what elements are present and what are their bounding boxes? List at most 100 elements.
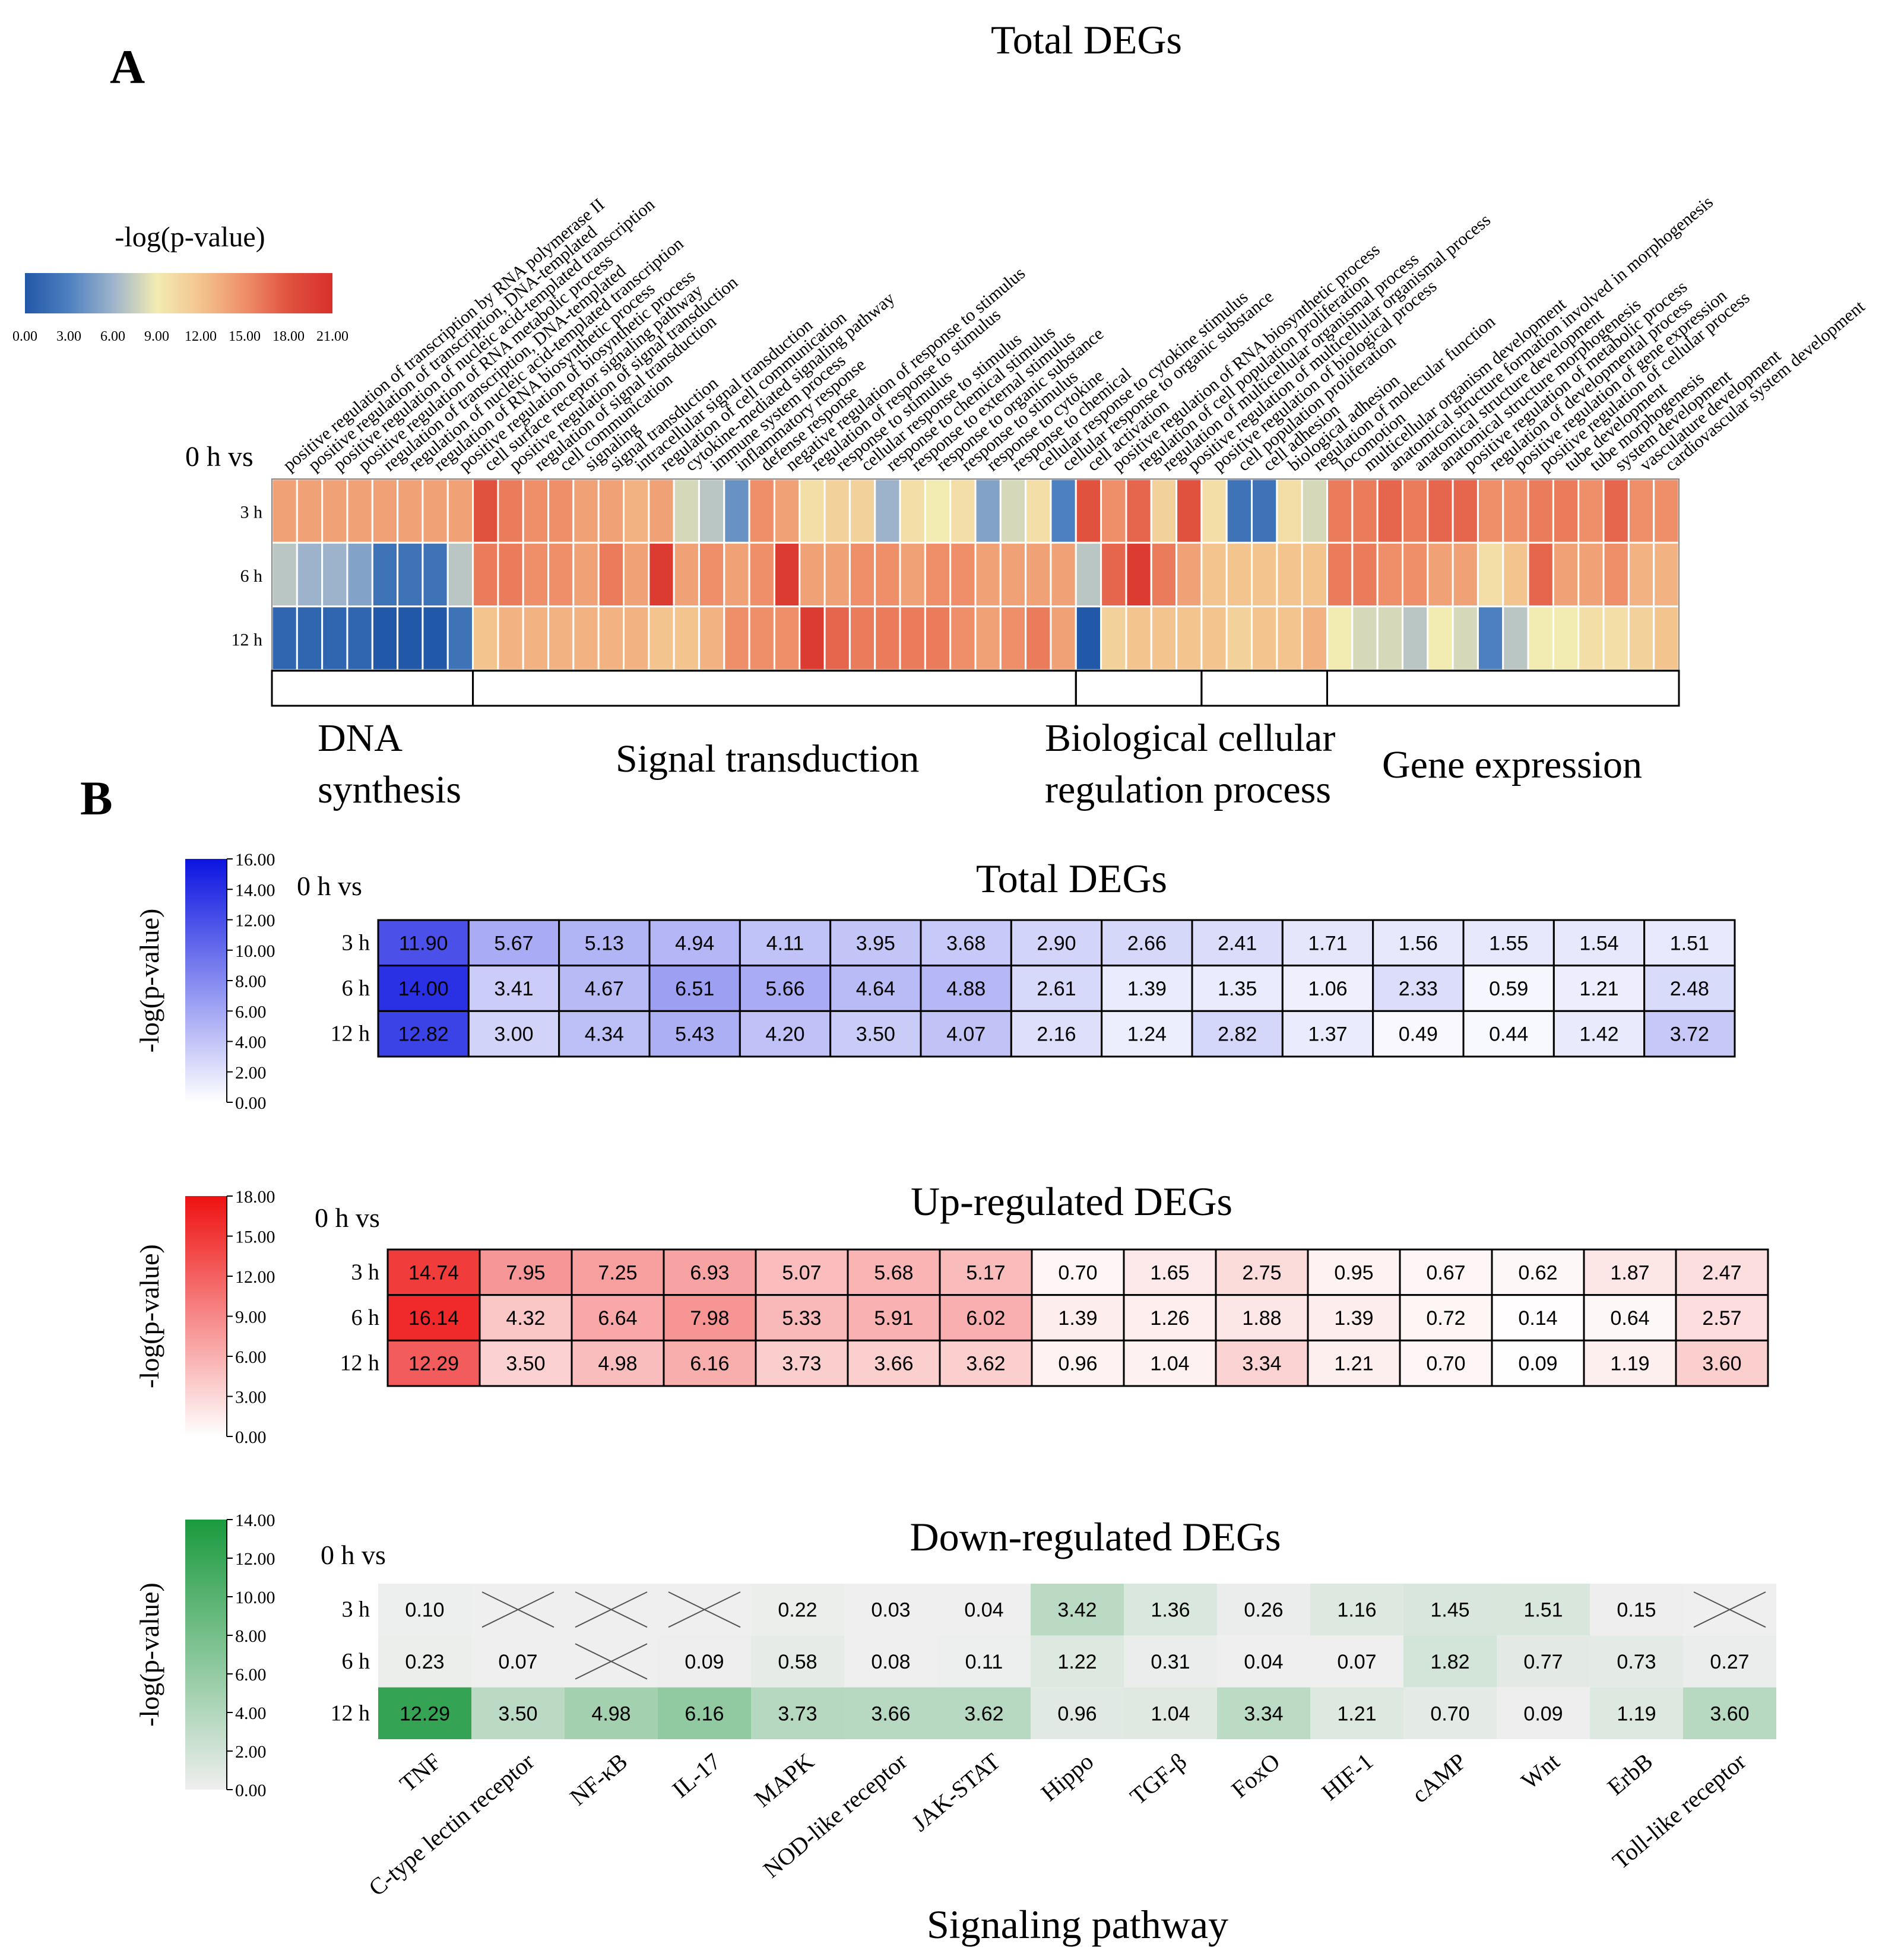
heatmap-cell [658, 1635, 751, 1688]
heatmap-a-cell [1653, 478, 1680, 544]
heatmap-x-axis-label: Signaling pathway [927, 1902, 1228, 1947]
heatmap-a-cell [1225, 605, 1253, 671]
heatmap-cell-value: 0.04 [964, 1599, 1003, 1622]
heatmap-cell-value: 12.29 [400, 1702, 450, 1725]
heatmap-cell-value: 1.19 [1610, 1353, 1649, 1375]
heatmap-cell-value: 2.61 [1037, 978, 1076, 1000]
heatmap-cell [1123, 1294, 1217, 1341]
heatmap-a-cell [1175, 478, 1203, 544]
heatmap-cell-value: 0.09 [1523, 1702, 1563, 1725]
heatmap-a-cell [1552, 541, 1580, 608]
colorbar-tick-label: 12.00 [235, 1549, 275, 1569]
heatmap-cell [1372, 1010, 1465, 1058]
heatmap-cell-value: 1.71 [1308, 932, 1347, 954]
heatmap-a-cell [271, 605, 298, 671]
heatmap-cell [1552, 919, 1646, 967]
heatmap-cell [1310, 1687, 1403, 1739]
heatmap-cell-value: 3.41 [494, 978, 533, 1000]
colorbar-tick-label: 6.00 [235, 1665, 267, 1685]
heatmap-a-cell [899, 478, 926, 544]
heatmap-a-cell [1125, 605, 1152, 671]
colorbar-a-tick-label: 12.00 [185, 329, 217, 344]
heatmap-cell-value: 0.95 [1334, 1261, 1373, 1284]
heatmap-cell-value: 4.98 [591, 1702, 630, 1725]
heatmap-a-cell [924, 541, 952, 608]
heatmap-cell [1497, 1687, 1590, 1739]
heatmap-a-group-bracket [271, 670, 474, 707]
heatmap-a-cell [1602, 541, 1630, 608]
heatmap-row-label: 12 h [331, 1022, 370, 1046]
colorbar-tick-label: 0.00 [235, 1093, 267, 1113]
heatmap-cell-value: 1.54 [1579, 932, 1618, 954]
heatmap-corner-label: 0 h vs [321, 1540, 386, 1570]
heatmap-a-cell [371, 605, 399, 671]
heatmap-cell-value: 14.00 [398, 978, 449, 1000]
heatmap-cell [844, 1687, 937, 1739]
heatmap-cell-value: 0.62 [1518, 1261, 1557, 1284]
heatmap-cell [1101, 1010, 1193, 1058]
heatmap-a-cell [547, 478, 575, 544]
heatmap-a-cell [848, 541, 876, 608]
heatmap-a-cell [924, 605, 952, 671]
heatmap-cell-value: 3.72 [1670, 1023, 1709, 1046]
heatmap-row-label: 3 h [342, 1597, 370, 1622]
heatmap-a-cell [1502, 478, 1529, 544]
heatmap-a-cell [823, 605, 851, 671]
heatmap-cell [467, 1010, 560, 1058]
heatmap-a-cell [748, 541, 775, 608]
heatmap-a-cell [472, 478, 499, 544]
heatmap-a-cell [1251, 541, 1278, 608]
heatmap-cell [1643, 919, 1736, 967]
heatmap-cell-value: 5.13 [585, 932, 624, 954]
heatmap-cell-value: 0.67 [1426, 1261, 1465, 1284]
heatmap-a-row-label: 12 h [232, 630, 263, 649]
heatmap-a-cell [1150, 605, 1178, 671]
heatmap-cell-value: 16.14 [408, 1307, 459, 1330]
heatmap-cell [648, 1010, 741, 1058]
colorbar-label: -log(p-value) [134, 1582, 164, 1727]
heatmap-a-cell [497, 478, 524, 544]
colorbar-tick-label: 4.00 [235, 1704, 267, 1723]
heatmap-a-cell [371, 478, 399, 544]
heatmap-a-cell [346, 478, 373, 544]
heatmap-cell-value: 14.74 [408, 1261, 459, 1284]
heatmap-cell-value: 0.22 [778, 1599, 817, 1622]
heatmap-cell-value: 1.65 [1150, 1261, 1189, 1284]
heatmap-cell [1675, 1248, 1769, 1296]
heatmap-cell-value: 11.90 [399, 932, 448, 954]
heatmap-a-cell [1452, 478, 1479, 544]
heatmap-cell-value: 7.98 [690, 1307, 729, 1330]
heatmap-col-label: TGF-β [1125, 1747, 1192, 1810]
heatmap-cell-value: 1.36 [1151, 1599, 1190, 1622]
heatmap-cell-value: 1.21 [1579, 978, 1618, 1000]
heatmap-a-cell [1552, 605, 1580, 671]
heatmap-cell [1281, 965, 1374, 1012]
heatmap-cell-value: 5.33 [782, 1307, 821, 1330]
heatmap-cell-value: 1.87 [1610, 1261, 1649, 1284]
heatmap-a-cell [974, 541, 1002, 608]
heatmap-cell [471, 1687, 565, 1739]
heatmap-a-cell [1376, 541, 1403, 608]
heatmap-cell-value: 5.43 [675, 1023, 714, 1046]
heatmap-a-cell [296, 478, 324, 544]
heatmap-cell-value: 0.14 [1518, 1307, 1557, 1330]
heatmap-a-cell [648, 541, 675, 608]
heatmap-a-cell [1351, 541, 1379, 608]
heatmap-cell-value: 0.27 [1710, 1651, 1749, 1673]
heatmap-cell-value: 3.00 [494, 1023, 533, 1046]
heatmap-title: Up-regulated DEGs [911, 1179, 1232, 1224]
heatmap-cell [1031, 1294, 1125, 1341]
heatmap-a-cell [723, 478, 750, 544]
heatmap-cell-value: 5.17 [966, 1261, 1005, 1284]
heatmap-cell [847, 1294, 941, 1341]
heatmap-a-cell [1276, 541, 1303, 608]
heatmap-cell-value: 1.55 [1489, 932, 1528, 954]
heatmap-a-cell [848, 605, 876, 671]
heatmap-cell [378, 1635, 471, 1688]
colorbar-a-tick-label: 3.00 [56, 329, 81, 344]
heatmap-cell [1583, 1339, 1677, 1387]
heatmap-cell [571, 1339, 665, 1387]
heatmap-a-cell [422, 605, 449, 671]
heatmap-a-cell [572, 541, 600, 608]
heatmap-a-cell [1627, 478, 1655, 544]
